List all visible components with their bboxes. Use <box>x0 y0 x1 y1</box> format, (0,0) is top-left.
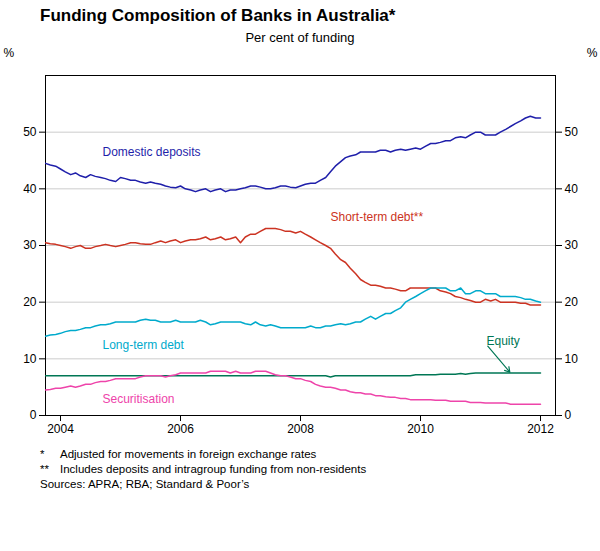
svg-text:50: 50 <box>565 125 579 139</box>
svg-text:0: 0 <box>30 408 37 422</box>
svg-text:2010: 2010 <box>407 422 434 436</box>
svg-text:%: % <box>587 46 598 60</box>
svg-text:2004: 2004 <box>47 422 74 436</box>
svg-text:Equity: Equity <box>487 334 520 348</box>
svg-text:2008: 2008 <box>287 422 314 436</box>
svg-text:20: 20 <box>565 295 579 309</box>
svg-text:20: 20 <box>23 295 37 309</box>
svg-text:40: 40 <box>565 182 579 196</box>
svg-text:40: 40 <box>23 182 37 196</box>
svg-text:30: 30 <box>23 238 37 252</box>
html-text:Per cent of funding: Per cent of funding <box>245 30 355 45</box>
html-text:Sources: APRA; RBA; Standard &: Sources: APRA; RBA; Standard & Poor’s <box>40 478 250 490</box>
svg-text:10: 10 <box>565 352 579 366</box>
html-text:Includes deposits and intragro: Includes deposits and intragroup funding… <box>60 463 367 475</box>
svg-text:%: % <box>4 46 15 60</box>
html-text:Funding Composition of Banks i: Funding Composition of Banks in Australi… <box>40 6 396 25</box>
svg-text:2006: 2006 <box>167 422 194 436</box>
svg-text:Long-term debt: Long-term debt <box>103 338 185 352</box>
svg-text:10: 10 <box>23 352 37 366</box>
html-text:Adjusted for movements in fore: Adjusted for movements in foreign exchan… <box>60 448 317 460</box>
svg-text:0: 0 <box>565 408 572 422</box>
svg-text:2012: 2012 <box>527 422 554 436</box>
svg-text:Short-term debt**: Short-term debt** <box>331 210 424 224</box>
svg-text:30: 30 <box>565 238 579 252</box>
svg-text:50: 50 <box>23 125 37 139</box>
svg-text:Securitisation: Securitisation <box>103 392 175 406</box>
svg-text:Domestic deposits: Domestic deposits <box>103 145 201 159</box>
